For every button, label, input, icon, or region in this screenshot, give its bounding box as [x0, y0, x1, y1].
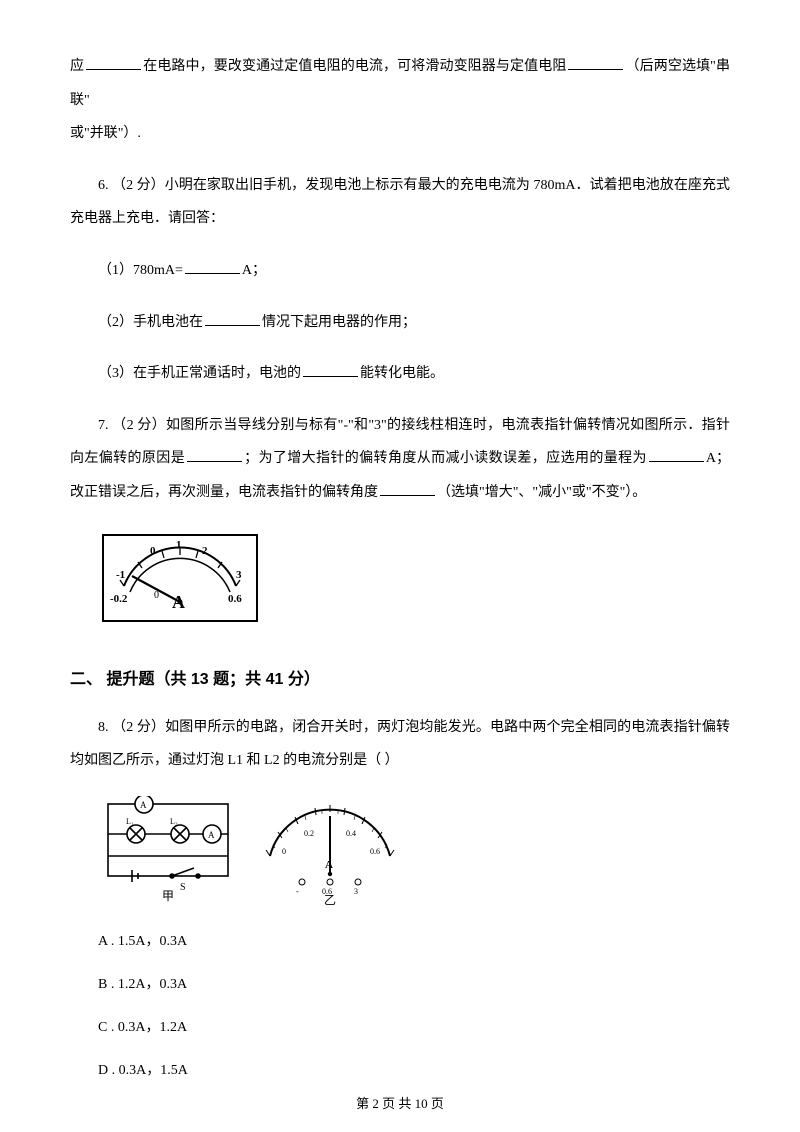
svg-text:0: 0	[154, 590, 159, 601]
svg-text:3: 3	[354, 887, 358, 896]
svg-text:A: A	[140, 800, 147, 810]
svg-text:0.6: 0.6	[370, 847, 380, 856]
q5-t2: 在电路中，要改变通过定值电阻的电流，可将滑动变阻器与定值电阻	[143, 59, 566, 74]
q6-blank3	[303, 362, 358, 377]
q6-s2: （2）手机电池在 情况下起用电器的作用；	[70, 306, 730, 340]
page-footer: 第 2 页 共 10 页	[0, 1093, 800, 1112]
q8-figures: A A	[102, 796, 730, 911]
q5-t4: 或"并联"）.	[70, 126, 141, 141]
svg-text:S: S	[180, 882, 186, 893]
q8-head: 8. （2 分）如图甲所示的电路，闭合开关时，两灯泡均能发光。电路中两个完全相同…	[70, 711, 730, 778]
q8-circuit-and-meter-icon: A A	[102, 796, 402, 906]
q7-para: 7. （2 分）如图所示当导线分别与标有"-"和"3"的接线柱相连时，电流表指针…	[70, 409, 730, 510]
svg-text:0: 0	[150, 545, 156, 557]
svg-text:A: A	[208, 830, 215, 840]
q7-blank1	[187, 447, 242, 462]
q8-opt-c: C . 0.3A，1.2A	[98, 1015, 730, 1040]
q7-p4: （选填"增大"、"减小"或"不变"）。	[437, 485, 646, 500]
q5-para: 应在电路中，要改变通过定值电阻的电流，可将滑动变阻器与定值电阻（后两空选填"串联…	[70, 50, 730, 151]
q8-opt-b: B . 1.2A，0.3A	[98, 972, 730, 997]
q5-t1: 应	[70, 59, 84, 74]
q7-blank3	[380, 481, 435, 496]
svg-text:-0.2: -0.2	[110, 593, 128, 605]
footer-e: 页	[428, 1096, 444, 1111]
q7-ammeter-figure: -1 0 1 2 3 -0.2 0 0.6 A	[102, 534, 258, 622]
q8-opt-a: A . 1.5A，0.3A	[98, 929, 730, 954]
q5-blank1	[86, 55, 141, 70]
q7-p2: ；为了增大指针的偏转角度从而减小读数误差，应选用的量程为	[244, 451, 647, 466]
svg-text:L₁: L₁	[126, 817, 134, 826]
svg-text:A: A	[325, 859, 333, 871]
q6-head: 6. （2 分）小明在家取出旧手机，发现电池上标示有最大的充电电流为 780mA…	[70, 169, 730, 236]
q6-blank1	[185, 259, 240, 274]
q6-s2a: （2）手机电池在	[98, 315, 203, 330]
svg-text:0.4: 0.4	[346, 829, 356, 838]
q6-s3a: （3）在手机正常通话时，电池的	[98, 366, 301, 381]
svg-text:L₂: L₂	[170, 817, 178, 826]
footer-d: 10	[415, 1096, 428, 1111]
q6-s1b: A；	[242, 263, 266, 278]
q7-blank2	[649, 447, 704, 462]
q8-opt-d: D . 0.3A，1.5A	[98, 1058, 730, 1083]
svg-text:0.6: 0.6	[228, 593, 242, 605]
q6-s2b: 情况下起用电器的作用；	[262, 315, 416, 330]
q6-s3: （3）在手机正常通话时，电池的 能转化电能。	[70, 357, 730, 391]
svg-text:3: 3	[236, 569, 242, 581]
footer-a: 第	[356, 1096, 372, 1111]
q6-blank2	[205, 311, 260, 326]
footer-c: 页 共	[379, 1096, 415, 1111]
svg-text:1: 1	[176, 540, 182, 551]
svg-text:甲: 甲	[162, 889, 174, 903]
svg-text:-: -	[296, 887, 299, 896]
section2-heading: 二、 提升题（共 13 题；共 41 分）	[70, 665, 730, 689]
svg-text:0: 0	[282, 847, 286, 856]
svg-text:0.2: 0.2	[304, 829, 314, 838]
svg-text:2: 2	[202, 545, 208, 557]
svg-text:-1: -1	[116, 569, 125, 581]
q6-s3b: 能转化电能。	[360, 366, 444, 381]
svg-text:乙: 乙	[324, 893, 336, 906]
q6-s1a: （1）780mA=	[98, 263, 183, 278]
ammeter-icon: -1 0 1 2 3 -0.2 0 0.6 A	[110, 540, 250, 618]
q6-s1: （1）780mA= A；	[70, 254, 730, 288]
q5-blank2	[568, 55, 623, 70]
